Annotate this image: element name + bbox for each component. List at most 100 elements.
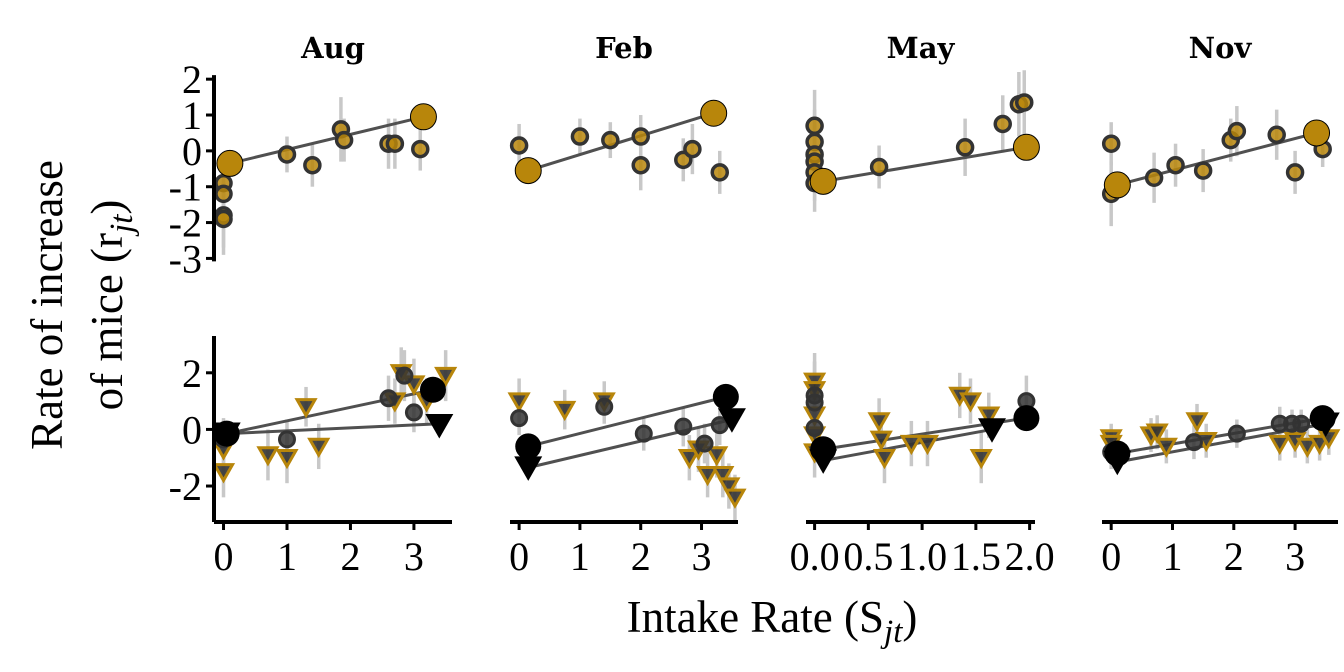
bottom-mean-circle-nov-1 <box>1309 405 1336 432</box>
bottom-triangle-point-aug-1 <box>211 463 236 484</box>
bottom-triangle-point-may-11 <box>958 392 983 413</box>
x-tick-label-feb-0: 0 <box>509 534 529 579</box>
panel-title-nov: Nov <box>1189 31 1253 65</box>
bottom-triangle-point-may-6 <box>869 430 893 451</box>
bottom-triangle-point-may-9 <box>915 434 940 456</box>
x-tick-label-aug-3: 3 <box>404 534 424 579</box>
top-regression-line-may <box>822 145 1027 183</box>
bottom-triangle-point-may-12 <box>969 449 993 470</box>
x-tick-label-nov-2: 2 <box>1224 534 1244 579</box>
bottom-triangle-point-may-7 <box>872 449 897 470</box>
bottom-mean-circle-feb-0 <box>515 433 542 460</box>
top-point-aug-3 <box>214 209 233 229</box>
bottom-triangle-point-feb-8 <box>717 477 741 498</box>
top-point-nov-6 <box>1227 121 1247 141</box>
x-tick-label-may-0: 0.0 <box>790 534 840 579</box>
top-point-feb-1 <box>570 127 590 146</box>
x-tick-label-feb-2: 2 <box>631 534 651 579</box>
top-point-aug-1 <box>214 184 233 204</box>
top-point-nov-2 <box>1144 168 1164 188</box>
bottom-triangle-point-nov-7 <box>1268 434 1292 456</box>
bottom-mean-circle-feb-1 <box>712 383 739 410</box>
top-point-aug-5 <box>303 155 322 175</box>
top-point-nov-4 <box>1193 161 1213 180</box>
top-point-aug-9 <box>385 134 405 153</box>
top-regression-line-feb <box>527 111 715 173</box>
top-y-tick-label-1: 1 <box>182 93 202 138</box>
panel-title-may: May <box>887 31 956 65</box>
top-y-tick-label-3: -1 <box>169 165 202 210</box>
bottom-circle-point-aug-2 <box>277 430 296 449</box>
bottom-circle-point-may-1 <box>805 393 824 412</box>
bottom-circle-point-aug-4 <box>395 366 414 385</box>
bottom-mean-circle-may-1 <box>1013 405 1040 432</box>
bottom-circle-point-feb-2 <box>634 424 653 443</box>
top-point-may-7 <box>955 138 975 157</box>
top-point-nov-3 <box>1166 155 1185 175</box>
bottom-triangle-point-aug-5 <box>307 437 331 458</box>
top-point-feb-2 <box>601 130 620 150</box>
bottom-circle-point-feb-4 <box>695 434 714 453</box>
top-mean-point-aug-0 <box>216 149 244 177</box>
bottom-triangle-point-nov-4 <box>1154 437 1178 458</box>
bottom-circle-point-feb-1 <box>595 397 614 416</box>
top-mean-point-aug-1 <box>409 103 437 131</box>
axes-layer <box>206 75 1338 530</box>
bottom-mean-triangle-aug-1 <box>425 413 454 439</box>
top-point-may-10 <box>1014 93 1034 112</box>
top-point-nov-8 <box>1285 163 1305 182</box>
top-point-aug-7 <box>334 130 354 150</box>
bottom-triangle-point-feb-5 <box>696 466 720 487</box>
bottom-y-tick-label-1: 0 <box>182 407 202 452</box>
y-axis-title: Rate of increase of mice (rjt) <box>22 160 140 450</box>
top-point-feb-7 <box>710 163 730 182</box>
bottom-triangle-point-aug-4 <box>294 398 318 419</box>
bottom-y-tick-label-0: 2 <box>182 351 202 396</box>
bottom-triangle-point-feb-0 <box>507 392 531 413</box>
bottom-circle-point-may-2 <box>805 419 824 437</box>
regression-lines-layer <box>226 111 1327 470</box>
top-mean-point-may-0 <box>809 167 837 195</box>
x-tick-label-may-4: 2.0 <box>1005 534 1055 579</box>
bottom-triangle-point-feb-9 <box>723 488 747 509</box>
top-point-feb-3 <box>631 127 650 146</box>
bottom-circle-point-feb-0 <box>510 409 529 428</box>
x-tick-label-feb-3: 3 <box>692 534 712 579</box>
bottom-circle-point-nov-5 <box>1292 414 1311 433</box>
x-tick-label-aug-1: 1 <box>277 534 297 579</box>
x-tick-label-feb-1: 1 <box>570 534 590 579</box>
top-y-tick-label-5: -3 <box>169 236 202 281</box>
top-mean-point-may-1 <box>1012 133 1040 161</box>
x-tick-label-aug-0: 0 <box>214 534 234 579</box>
x-axis-title: Intake Rate (Sjt) <box>627 592 918 650</box>
bottom-triangle-point-aug-10 <box>434 366 458 388</box>
top-point-feb-6 <box>683 139 702 159</box>
bottom-mean-triangle-may-1 <box>977 418 1006 443</box>
points-layer <box>211 93 1341 509</box>
bottom-triangle-point-nov-9 <box>1295 437 1319 458</box>
panel-title-aug: Aug <box>300 31 365 65</box>
top-regression-line-aug <box>229 115 424 165</box>
x-tick-label-nov-3: 3 <box>1285 534 1305 579</box>
bottom-regression-line-aug-1 <box>226 422 440 436</box>
bottom-triangle-point-feb-1 <box>553 400 577 422</box>
bottom-circle-point-feb-5 <box>710 416 729 435</box>
top-point-aug-10 <box>411 139 430 159</box>
bottom-mean-circle-aug-1 <box>419 376 446 403</box>
bottom-y-tick-label-2: -2 <box>169 464 202 509</box>
top-point-nov-1 <box>1101 134 1121 153</box>
bottom-triangle-point-may-13 <box>977 406 1001 427</box>
top-point-feb-0 <box>509 136 529 155</box>
top-y-tick-label-0: 2 <box>182 57 202 102</box>
bottom-triangle-point-may-8 <box>899 434 923 456</box>
top-point-may-8 <box>993 114 1012 134</box>
bottom-mean-circle-may-0 <box>810 436 837 463</box>
panel-title-feb: Feb <box>595 31 653 65</box>
x-tick-label-nov-1: 1 <box>1162 534 1182 579</box>
bottom-triangle-point-feb-6 <box>705 446 729 467</box>
y-axis-title-line2: of mice (rjt) <box>82 200 140 411</box>
top-mean-point-feb-1 <box>700 99 728 127</box>
top-point-aug-4 <box>277 145 297 164</box>
bottom-mean-triangle-feb-1 <box>717 408 746 433</box>
